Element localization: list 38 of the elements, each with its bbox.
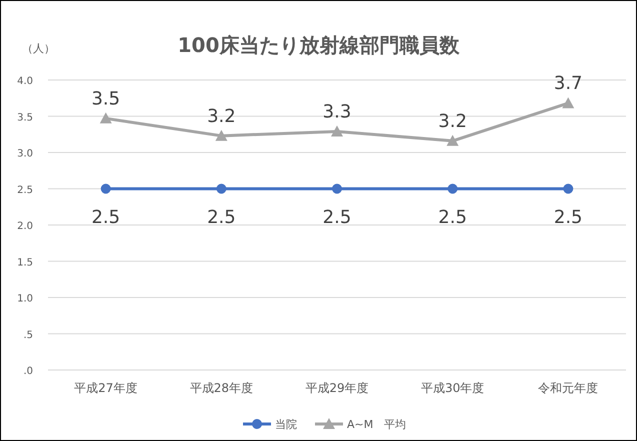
x-tick-label: 平成30年度 bbox=[420, 381, 484, 395]
point bbox=[215, 130, 228, 141]
data-label: 2.5 bbox=[438, 206, 467, 228]
point bbox=[331, 125, 343, 136]
legend-label: 当院 bbox=[275, 418, 297, 431]
x-tick-label: 平成29年度 bbox=[305, 381, 369, 395]
data-label: 2.5 bbox=[554, 206, 583, 228]
y-axis-title: （人） bbox=[22, 42, 55, 55]
y-tick-label: 1.5 bbox=[17, 257, 33, 268]
point bbox=[100, 184, 111, 194]
y-tick-label: 3.0 bbox=[17, 148, 33, 160]
y-tick-label: 3.5 bbox=[17, 112, 33, 124]
data-label: 3.3 bbox=[322, 101, 352, 122]
data-label: 2.5 bbox=[207, 206, 236, 228]
y-tick-label: 2.0 bbox=[17, 221, 33, 232]
data-label: 3.2 bbox=[207, 106, 236, 127]
point bbox=[446, 134, 459, 146]
x-tick-label: 平成27年度 bbox=[74, 381, 138, 395]
point bbox=[563, 184, 574, 194]
y-tick-label: 2.5 bbox=[17, 184, 33, 196]
y-tick-label: .0 bbox=[23, 366, 33, 377]
data-label: 3.2 bbox=[438, 110, 467, 132]
data-label: 3.7 bbox=[554, 73, 583, 94]
y-tick-label: 4.0 bbox=[17, 76, 33, 87]
x-tick-label: 令和元年度 bbox=[538, 381, 598, 395]
point bbox=[448, 184, 458, 194]
chart-title: 100床当たり放射線部門職員数 bbox=[178, 33, 460, 57]
y-tick-label: .5 bbox=[23, 330, 33, 341]
legend-label: A~M 平均 bbox=[347, 418, 406, 431]
point bbox=[100, 112, 112, 124]
y-tick-label: 1.0 bbox=[17, 294, 33, 304]
data-label: 3.5 bbox=[91, 88, 120, 110]
point bbox=[562, 97, 574, 108]
data-label: 2.5 bbox=[91, 206, 120, 228]
point bbox=[216, 184, 226, 194]
point bbox=[332, 184, 342, 194]
x-tick-label: 平成28年度 bbox=[190, 381, 254, 395]
data-label: 2.5 bbox=[322, 206, 352, 228]
